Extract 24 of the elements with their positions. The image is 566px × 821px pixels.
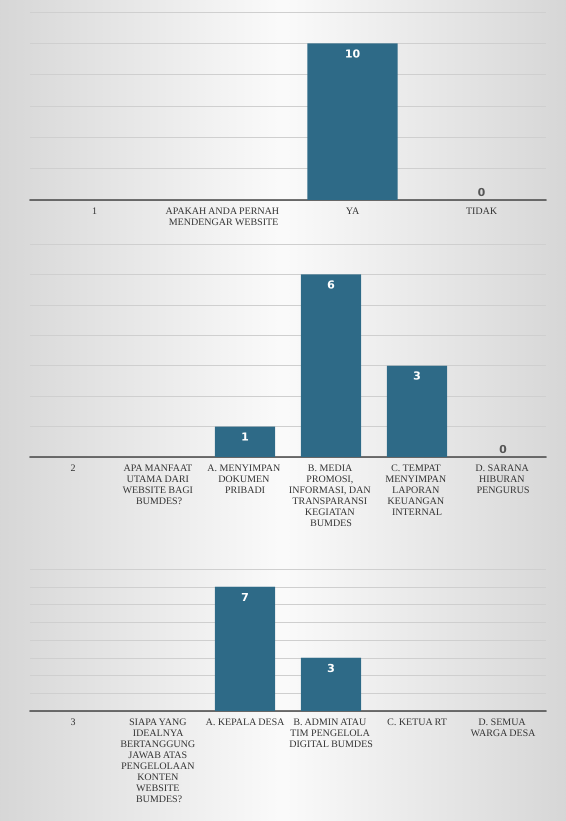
- x-tick-label: 1: [92, 206, 97, 217]
- data-label: 1: [241, 430, 249, 444]
- x-tick-label: B. MEDIA PROMOSI, INFORMASI, DAN TRANSPARANSI KEGIATAN BUMDES: [288, 463, 374, 529]
- x-tick-label: 2: [70, 463, 76, 474]
- x-tick-label: APAKAH ANDA PERNAH MENDENGAR WEBSITE: [165, 206, 282, 228]
- data-label: 3: [413, 370, 421, 383]
- x-tick-label: TIDAK: [466, 206, 498, 217]
- x-tick-label: 3: [70, 717, 76, 728]
- x-tick-label: C. KETUA RT: [387, 717, 447, 728]
- x-tick-label: D. SARANA HIBURAN PENGURUS: [475, 463, 531, 496]
- data-label: 0: [499, 443, 508, 456]
- x-tick-label: C. TEMPAT MENYIMPAN LAPORAN KEUANGAN INTERNAL: [385, 463, 449, 518]
- data-label: 0: [478, 186, 486, 199]
- data-label: 7: [241, 590, 249, 604]
- x-tick-label: B. ADMIN ATAU TIM PENGELOLA DIGITAL BUMDES: [289, 717, 373, 750]
- data-label: 6: [327, 278, 336, 292]
- x-tick-label: A. MENYIMPAN DOKUMEN PRIBADI: [207, 463, 283, 496]
- x-tick-label: D. SEMUA WARGA DESA: [470, 717, 536, 739]
- data-label: 10: [344, 47, 360, 60]
- x-tick-label: SIAPA YANG IDEALNYA BERTANGGUNG JAWAB ATAS PENGELOLAAN KONTEN WEBSITE BUMDES?: [120, 717, 198, 805]
- x-tick-label: A. KEPALA DESA: [206, 717, 286, 728]
- x-tick-label: APA MANFAAT UTAMA DARI WEBSITE BAGI BUMDES?: [122, 463, 196, 507]
- x-tick-label: YA: [346, 206, 360, 217]
- data-label: 3: [327, 662, 335, 675]
